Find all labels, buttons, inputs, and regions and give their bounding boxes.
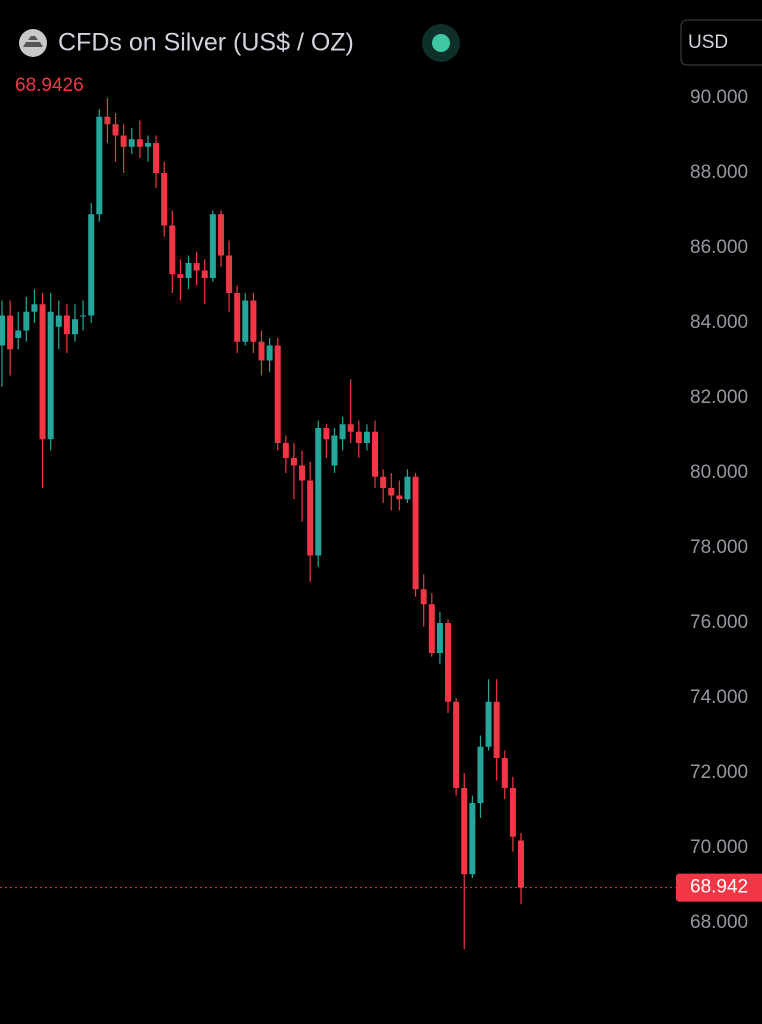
y-tick-label: 76.000 — [690, 612, 748, 633]
candle-body — [477, 746, 484, 803]
candle-body — [55, 315, 62, 327]
candle-body — [234, 293, 241, 342]
candle-body — [104, 116, 111, 125]
y-tick-label: 80.000 — [690, 462, 748, 483]
candle-body — [144, 143, 151, 147]
candle-body — [71, 319, 78, 335]
last-price: 68.9426 — [15, 75, 84, 96]
price-label-box — [676, 873, 762, 902]
candle-body — [63, 315, 70, 335]
candle-body — [501, 758, 508, 788]
candle-body — [250, 300, 257, 342]
candle-body — [136, 139, 143, 147]
y-tick-label: 70.000 — [690, 837, 748, 858]
y-tick-label: 90.000 — [690, 87, 748, 108]
candle-body — [0, 315, 5, 346]
candle-body — [31, 304, 38, 312]
candle-body — [445, 623, 452, 702]
chart-title: CFDs on Silver (US$ / OZ) — [58, 29, 354, 57]
candle-body — [274, 345, 281, 443]
candle-body — [226, 255, 233, 293]
candle-body — [461, 788, 468, 875]
candle-body — [436, 623, 443, 653]
candle-body — [493, 701, 500, 758]
candle-body — [420, 589, 427, 605]
candle-body — [339, 424, 346, 440]
candle-body — [258, 341, 265, 361]
candle-body — [396, 495, 403, 500]
candle-body — [372, 431, 379, 477]
symbol-icon-glyph — [23, 36, 43, 47]
y-tick-label: 72.000 — [690, 762, 748, 783]
candle-body — [266, 345, 273, 361]
candle-body — [128, 139, 135, 147]
candle-body — [112, 124, 119, 136]
candle-body — [323, 428, 330, 440]
candle-body — [485, 701, 492, 747]
candle-body — [307, 480, 314, 556]
candle-body — [299, 465, 306, 481]
candle-body — [15, 330, 22, 338]
market-status-dot — [432, 34, 450, 52]
candle-body — [153, 143, 160, 173]
y-tick-label: 74.000 — [690, 687, 748, 708]
candle-body — [404, 476, 411, 500]
candle-body — [217, 214, 224, 256]
candle-body — [209, 214, 216, 278]
candle-body — [120, 135, 127, 147]
y-tick-label: 84.000 — [690, 312, 748, 333]
y-tick-label: 82.000 — [690, 387, 748, 408]
candle-body — [47, 311, 54, 440]
candle-body — [39, 304, 46, 440]
candle-body — [331, 435, 338, 466]
candle-body — [469, 803, 476, 875]
candle-body — [509, 788, 516, 837]
y-tick-label: 78.000 — [690, 537, 748, 558]
candle-body — [518, 840, 524, 888]
candle-body — [453, 701, 460, 788]
candle-body — [201, 270, 208, 278]
candle-body — [185, 263, 192, 278]
candle-body — [80, 315, 87, 317]
candle-body — [96, 116, 103, 215]
candle-body — [242, 300, 249, 342]
candle-body — [161, 173, 168, 226]
candle-body — [282, 443, 289, 458]
y-tick-label: 86.000 — [690, 237, 748, 258]
candle-body — [363, 431, 370, 443]
candle-body — [290, 458, 297, 466]
price-label: 68.942 — [690, 877, 748, 898]
candle-body — [88, 214, 95, 316]
y-tick-label: 68.000 — [690, 912, 748, 933]
y-tick-label: 88.000 — [690, 162, 748, 183]
candle-body — [169, 225, 176, 275]
candle-body — [315, 428, 322, 556]
candle-body — [388, 488, 395, 496]
candle-body — [428, 604, 435, 653]
currency-button[interactable] — [680, 19, 762, 66]
candle-body — [193, 263, 200, 271]
candle-body — [347, 424, 354, 432]
plot-area: 68.000 70.000 72.000 74.000 76.000 78.000 80.0… — [0, 87, 762, 950]
candle-body — [7, 315, 14, 350]
candle-body — [380, 476, 387, 488]
currency-label[interactable]: USD — [688, 32, 728, 53]
candle-body — [355, 431, 362, 443]
candle-body — [412, 476, 419, 590]
candle-body — [23, 311, 30, 331]
candle-body — [177, 274, 184, 278]
